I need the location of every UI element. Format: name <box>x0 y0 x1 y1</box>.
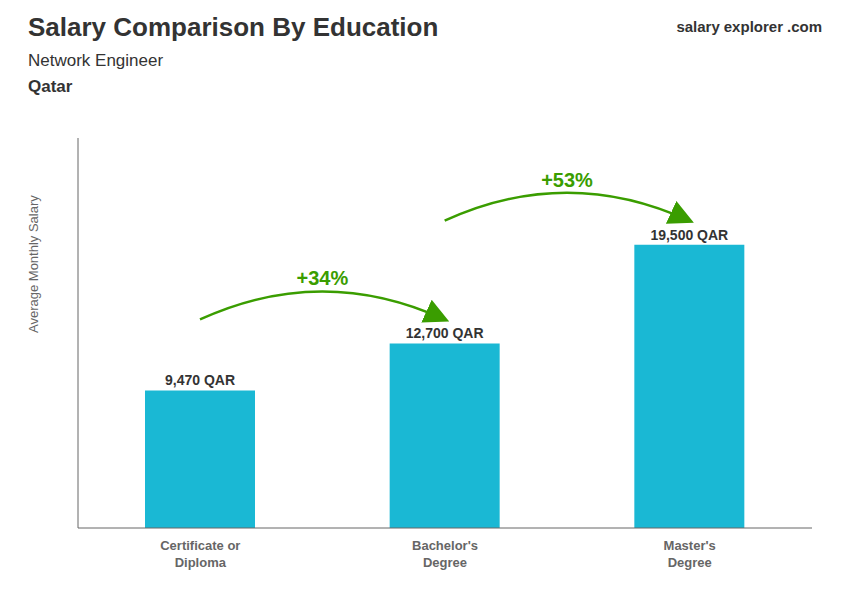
svg-text:Master'sDegree: Master'sDegree <box>664 538 716 570</box>
svg-text:Certificate orDiploma: Certificate orDiploma <box>160 538 240 570</box>
html-text:Salary Comparison By Education: Salary Comparison By Education <box>28 12 439 42</box>
svg-text:+34%: +34% <box>296 267 348 289</box>
svg-text:19,500 QAR: 19,500 QAR <box>650 227 728 243</box>
svg-text:Average Monthly Salary: Average Monthly Salary <box>26 195 41 333</box>
svg-text:12,700 QAR: 12,700 QAR <box>406 325 484 341</box>
svg-text:9,470 QAR: 9,470 QAR <box>165 372 235 388</box>
svg-text:+53%: +53% <box>541 169 593 191</box>
html-text:Network Engineer: Network Engineer <box>28 51 164 70</box>
html-text:salary explorer .com: salary explorer .com <box>676 18 822 35</box>
svg-text:Bachelor'sDegree: Bachelor'sDegree <box>412 538 478 570</box>
html-text:Qatar: Qatar <box>28 77 73 96</box>
